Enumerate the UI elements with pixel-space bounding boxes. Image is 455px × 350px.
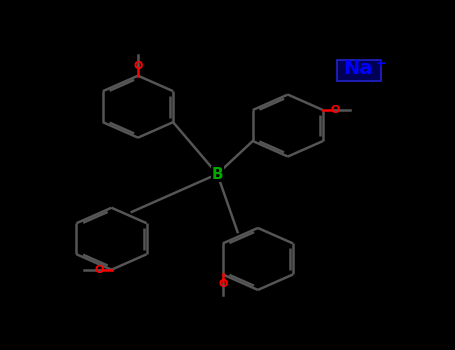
Text: O: O [95, 265, 104, 275]
Text: B: B [212, 167, 223, 182]
Text: O: O [331, 105, 340, 115]
FancyBboxPatch shape [337, 60, 381, 80]
Text: +: + [376, 57, 387, 70]
Text: O: O [218, 279, 228, 289]
Text: O: O [133, 61, 143, 71]
Text: Na: Na [344, 60, 373, 78]
